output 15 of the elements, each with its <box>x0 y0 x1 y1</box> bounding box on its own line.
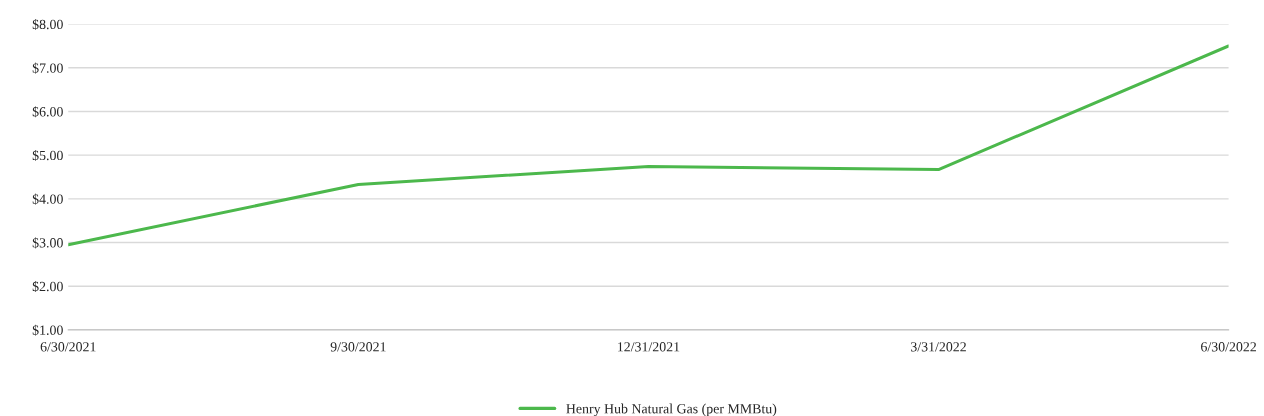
x-tick-label: 12/31/2021 <box>618 342 680 352</box>
y-tick-label: $3.00 <box>32 237 63 249</box>
x-tick-label: 3/31/2022 <box>911 342 966 352</box>
y-tick-label: $4.00 <box>32 193 63 205</box>
x-tick-label: 6/30/2022 <box>1201 342 1257 352</box>
y-tick-label: $8.00 <box>32 18 63 31</box>
y-tick-label: $1.00 <box>32 324 63 336</box>
line-series <box>68 44 1229 247</box>
y-tick-label: $6.00 <box>32 106 63 118</box>
y-tick-label: $2.00 <box>32 280 63 293</box>
x-tick-label: 6/30/2021 <box>40 342 96 352</box>
y-tick-label: $5.00 <box>32 149 63 162</box>
x-tick-label: 9/30/2021 <box>330 342 386 352</box>
legend-label: Henry Hub Natural Gas (per MMBtu) <box>566 403 777 416</box>
y-tick-label: $7.00 <box>32 62 63 74</box>
